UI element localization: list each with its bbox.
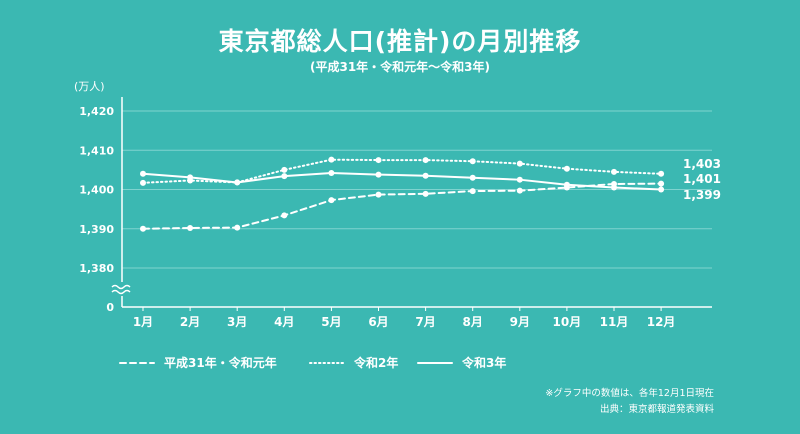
x-tick-label: 9月 [510, 315, 530, 329]
y-axis-unit-label: (万人) [74, 80, 105, 93]
x-tick-label: 10月 [553, 315, 582, 329]
data-point [281, 173, 288, 180]
data-point [328, 156, 335, 163]
x-tick-label: 7月 [415, 315, 435, 329]
data-point [422, 172, 429, 179]
x-tick-label: 12月 [647, 315, 676, 329]
data-point [658, 170, 665, 177]
data-point [658, 186, 665, 193]
series-line-2 [142, 158, 663, 184]
x-tick-label: 5月 [321, 315, 341, 329]
x-tick-label: 3月 [227, 315, 247, 329]
y-tick-label-zero: 0 [106, 301, 114, 314]
data-point [422, 157, 429, 164]
data-point [187, 174, 194, 181]
x-tick-label: 8月 [463, 315, 483, 329]
data-point [140, 179, 146, 186]
chart-source: 出典：東京都報道発表資料 [599, 404, 714, 415]
legend-label: 令和2年 [353, 355, 398, 370]
data-point [375, 191, 382, 198]
data-point [234, 179, 241, 186]
data-point [422, 190, 429, 197]
end-value-label: 1,399 [683, 188, 721, 202]
data-point [281, 212, 288, 219]
series-line-3 [142, 172, 663, 191]
chart-title: 東京都総人口(推計)の月別推移 [218, 27, 582, 56]
x-tick-label: 4月 [274, 315, 294, 329]
legend-label: 令和3年 [461, 355, 506, 370]
legend-label: 平成31年・令和元年 [164, 355, 277, 370]
data-point [611, 184, 617, 191]
x-tick-label: 6月 [368, 315, 388, 329]
y-tick-label: 1,400 [79, 184, 114, 197]
end-value-label: 1,401 [683, 172, 721, 186]
y-tick-label: 1,380 [79, 262, 114, 275]
data-point [375, 171, 382, 178]
data-point [563, 181, 570, 188]
axis-break-mark [111, 289, 131, 295]
data-point [328, 170, 335, 177]
x-tick-label: 1月 [133, 315, 153, 329]
data-point [328, 197, 335, 204]
x-tick-label: 11月 [600, 315, 629, 329]
data-point [563, 165, 570, 172]
chart-subtitle: (平成31年・令和元年〜令和3年) [309, 60, 491, 74]
x-tick-label: 2月 [180, 315, 200, 329]
data-point [234, 224, 241, 231]
end-value-label: 1,403 [683, 157, 721, 171]
series-line-1 [142, 182, 663, 230]
data-point [375, 157, 382, 164]
data-point [611, 168, 617, 175]
y-tick-label: 1,410 [79, 144, 114, 157]
data-point [516, 160, 523, 167]
data-point [187, 224, 194, 231]
data-point [469, 158, 476, 165]
y-tick-label: 1,420 [79, 105, 114, 118]
data-point [140, 170, 146, 177]
axis-break-mark [111, 284, 131, 290]
y-tick-label: 1,390 [79, 223, 114, 236]
data-point [516, 187, 523, 194]
data-point [658, 180, 665, 187]
data-point [469, 188, 476, 195]
chart-note: ※グラフ中の数値は、各年12月1日現在 [545, 388, 714, 399]
data-point [281, 166, 288, 173]
data-point [140, 225, 146, 232]
data-point [469, 174, 476, 181]
data-point [516, 176, 523, 183]
